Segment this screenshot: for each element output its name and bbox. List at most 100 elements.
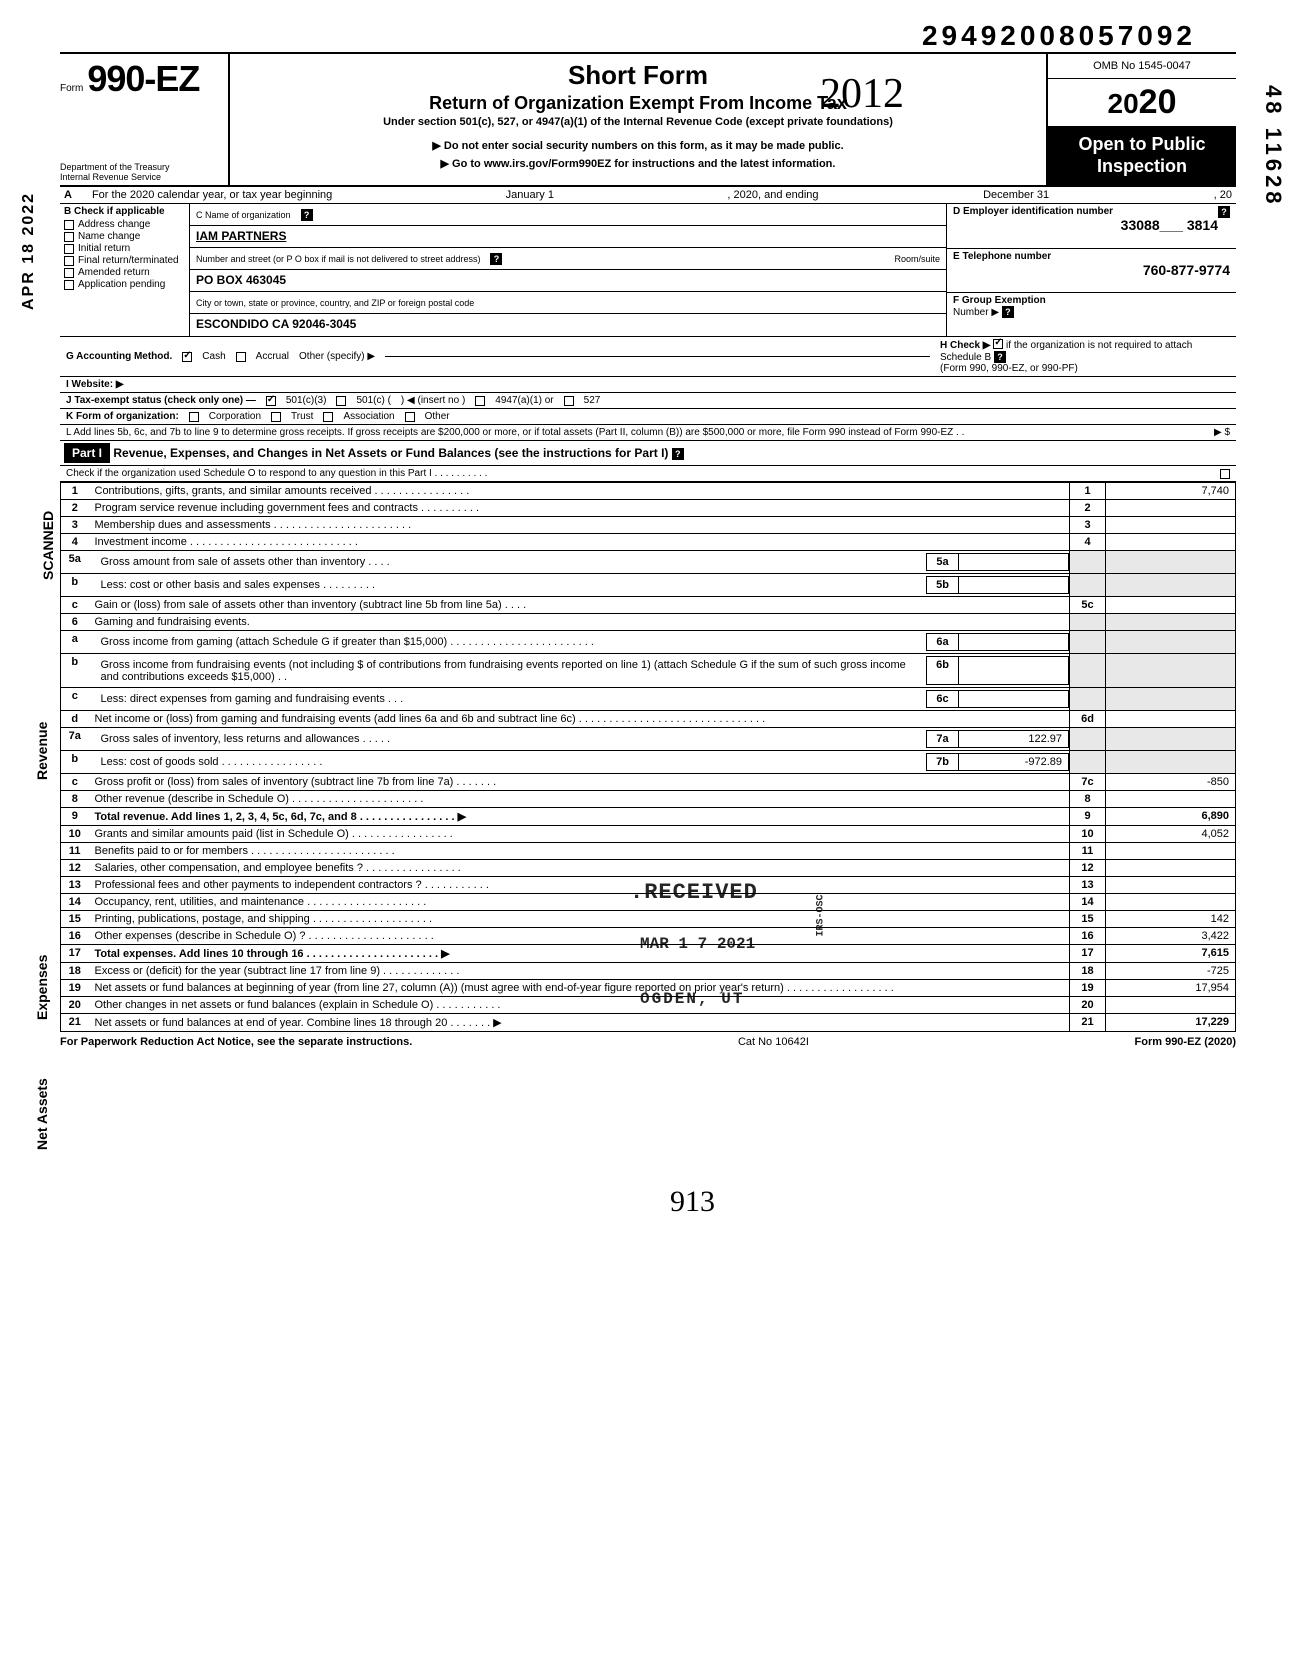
form-label: Form: [60, 83, 83, 94]
g-label: G Accounting Method.: [66, 351, 172, 362]
chk-4947[interactable]: [475, 396, 485, 406]
bullet-2: ▶ Go to www.irs.gov/Form990EZ for instru…: [240, 156, 1036, 174]
chk-address-change[interactable]: Address change: [64, 219, 185, 230]
part-1-title: Revenue, Expenses, and Changes in Net As…: [113, 446, 668, 460]
left-date-stamp: APR 18 2022: [20, 192, 38, 310]
handwritten-913: 913: [670, 1185, 715, 1219]
column-b: B Check if applicable Address change Nam…: [60, 204, 190, 336]
chk-assoc[interactable]: [323, 412, 333, 422]
help-icon: ?: [672, 448, 684, 460]
form-number: 990-EZ: [87, 58, 199, 100]
end-date: December 31: [839, 189, 1194, 201]
side-number: 48 11628: [1260, 85, 1286, 208]
f-label: F Group Exemption: [953, 295, 1046, 306]
row-j: J Tax-exempt status (check only one) — 5…: [60, 393, 1236, 409]
header-bullets: ▶ Do not enter social security numbers o…: [240, 138, 1036, 173]
department-block: Department of the Treasury Internal Reve…: [60, 163, 222, 183]
chk-app-pending[interactable]: Application pending: [64, 279, 185, 290]
form-title: Short Form: [240, 60, 1036, 91]
chk-cash[interactable]: [182, 352, 192, 362]
j-label: J Tax-exempt status (check only one) —: [66, 395, 256, 406]
page: 29492008057092 48 11628 2012 Form 990-EZ…: [0, 0, 1296, 1654]
phone-value: 760-877-9774: [953, 262, 1230, 278]
part1-check-text: Check if the organization used Schedule …: [66, 468, 1210, 479]
header-center: Short Form Return of Organization Exempt…: [230, 54, 1046, 185]
part-1-header-row: Part I Revenue, Expenses, and Changes in…: [60, 441, 1236, 466]
chk-initial-return[interactable]: Initial return: [64, 243, 185, 254]
chk-501c[interactable]: [336, 396, 346, 406]
tab-net-assets: Net Assets: [34, 1078, 50, 1150]
help-icon: ?: [1002, 306, 1014, 318]
part-1-check-row: Check if the organization used Schedule …: [60, 466, 1236, 482]
row-i: I Website: ▶: [60, 377, 1236, 393]
form-subtitle: Return of Organization Exempt From Incom…: [240, 93, 1036, 114]
row-l: L Add lines 5b, 6c, and 7b to line 9 to …: [60, 425, 1236, 441]
city-value: ESCONDIDO CA 92046-3045: [196, 317, 356, 331]
footer-left: For Paperwork Reduction Act Notice, see …: [60, 1036, 412, 1048]
chk-527[interactable]: [564, 396, 574, 406]
column-c: C Name of organization ? IAM PARTNERS Nu…: [190, 204, 946, 336]
room-label: Room/suite: [894, 254, 940, 264]
omb-number: OMB No 1545-0047: [1048, 54, 1236, 79]
help-icon: ?: [490, 253, 502, 265]
part-1-badge: Part I: [64, 443, 110, 463]
scanned-stamp: SCANNED: [40, 511, 56, 580]
addr-label: Number and street (or P O box if mail is…: [196, 254, 480, 264]
chk-schedule-o[interactable]: [1220, 469, 1230, 479]
document-locator-number: 29492008057092: [60, 20, 1236, 52]
f-sub: Number ▶: [953, 307, 999, 318]
header-left: Form 990-EZ Department of the Treasury I…: [60, 54, 230, 185]
form-year: 2020: [1048, 79, 1236, 126]
c-label: C Name of organization: [196, 210, 291, 220]
open-line-1: Open to Public: [1052, 134, 1232, 156]
h-block: H Check ▶ if the organization is not req…: [940, 339, 1230, 374]
k-label: K Form of organization:: [66, 411, 179, 422]
suffix-a: , 20: [1214, 189, 1232, 201]
chk-name-change[interactable]: Name change: [64, 231, 185, 242]
i-label: I Website: ▶: [66, 379, 124, 390]
row-k: K Form of organization: Corporation Trus…: [60, 409, 1236, 425]
open-public-badge: Open to Public Inspection: [1048, 126, 1236, 185]
d-label: D Employer identification number: [953, 206, 1113, 217]
lines-table: 1Contributions, gifts, grants, and simil…: [60, 482, 1236, 1032]
bullet-1: ▶ Do not enter social security numbers o…: [240, 138, 1036, 156]
begin-date: January 1: [352, 189, 707, 201]
chk-trust[interactable]: [271, 412, 281, 422]
text-a: For the 2020 calendar year, or tax year …: [92, 189, 332, 201]
form-header: Form 990-EZ Department of the Treasury I…: [60, 52, 1236, 187]
form-under: Under section 501(c), 527, or 4947(a)(1)…: [240, 116, 1036, 128]
addr-value: PO BOX 463045: [196, 273, 286, 287]
header-right: OMB No 1545-0047 2020 Open to Public Ins…: [1046, 54, 1236, 185]
chk-other-org[interactable]: [405, 412, 415, 422]
e-label: E Telephone number: [953, 251, 1051, 262]
footer-right: Form 990-EZ (2020): [1135, 1036, 1236, 1048]
city-label: City or town, state or province, country…: [196, 298, 474, 308]
chk-corp[interactable]: [189, 412, 199, 422]
mid-a: , 2020, and ending: [727, 189, 818, 201]
g-other: Other (specify) ▶: [299, 351, 375, 362]
help-icon: ?: [1218, 206, 1230, 218]
chk-h[interactable]: [993, 339, 1003, 349]
l-arrow: ▶ $: [1214, 427, 1230, 438]
footer-mid: Cat No 10642I: [738, 1036, 809, 1048]
footer: For Paperwork Reduction Act Notice, see …: [60, 1032, 1236, 1048]
column-d-e-f: D Employer identification number ? 33088…: [946, 204, 1236, 336]
chk-amended[interactable]: Amended return: [64, 267, 185, 278]
ein-value: 33088___ 3814: [953, 217, 1230, 233]
help-icon: ?: [301, 209, 313, 221]
chk-501c3[interactable]: [266, 396, 276, 406]
org-name-value: IAM PARTNERS: [196, 229, 286, 243]
tab-revenue: Revenue: [34, 722, 50, 780]
label-a: A: [64, 189, 72, 201]
block-b-to-f: B Check if applicable Address change Nam…: [60, 204, 1236, 337]
dept-line-2: Internal Revenue Service: [60, 173, 222, 183]
tab-expenses: Expenses: [34, 955, 50, 1020]
l-text: L Add lines 5b, 6c, and 7b to line 9 to …: [66, 427, 1204, 438]
help-icon: ?: [994, 351, 1006, 363]
dln-text: 29492008057092: [922, 20, 1196, 51]
b-title: B Check if applicable: [64, 206, 185, 217]
chk-final-return[interactable]: Final return/terminated: [64, 255, 185, 266]
row-a-tax-year: A For the 2020 calendar year, or tax yea…: [60, 187, 1236, 204]
row-g-h: G Accounting Method. Cash Accrual Other …: [60, 337, 1236, 377]
chk-accrual[interactable]: [236, 352, 246, 362]
